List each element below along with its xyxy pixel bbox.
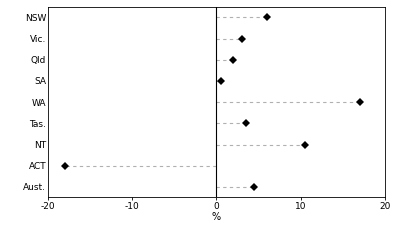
X-axis label: %: % — [212, 212, 221, 222]
